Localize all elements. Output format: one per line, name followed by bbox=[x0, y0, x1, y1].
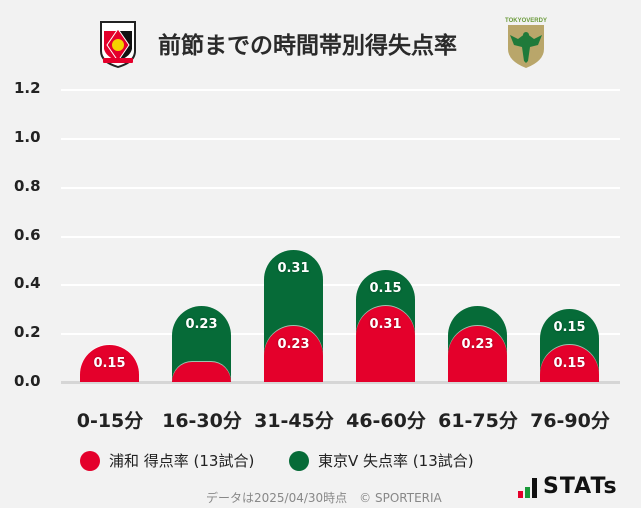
y-tick: 1.0 bbox=[14, 128, 41, 146]
tokyo-verdy-crest-icon: TOKYOVERDY bbox=[505, 18, 547, 68]
value-label: 0.15 bbox=[93, 356, 126, 372]
value-label: 0.15 bbox=[369, 280, 402, 296]
stats-logo: STATs bbox=[518, 476, 618, 498]
value-label: 0.23 bbox=[461, 336, 494, 352]
y-tick: 0.8 bbox=[14, 177, 41, 195]
svg-text:TOKYOVERDY: TOKYOVERDY bbox=[505, 18, 547, 24]
logo-bar-black-icon bbox=[532, 478, 537, 498]
legend-label: 浦和 得点率 (13試合) bbox=[109, 452, 255, 470]
bar-urawa-scored[interactable] bbox=[264, 325, 323, 382]
legend-dot-green-icon bbox=[289, 450, 309, 471]
value-label: 0.31 bbox=[277, 261, 310, 277]
y-tick: 0.0 bbox=[14, 372, 41, 390]
gridline bbox=[61, 333, 620, 335]
x-tick: 61-75分 bbox=[438, 410, 518, 432]
gridline bbox=[61, 138, 620, 140]
y-tick: 0.6 bbox=[14, 226, 41, 244]
legend-label: 東京V 失点率 (13試合) bbox=[318, 452, 474, 470]
bar-urawa-scored[interactable] bbox=[356, 306, 415, 382]
chart-header: 前節までの時間帯別得失点率 TOKYOVERDY bbox=[0, 0, 641, 78]
data-source-note: データは2025/04/30時点 © SPORTERIA bbox=[206, 491, 442, 505]
logo-bar-green-icon bbox=[525, 487, 530, 498]
y-tick: 0.4 bbox=[14, 274, 41, 292]
legend-dot-red-icon bbox=[80, 450, 100, 471]
chart-plot-area: 1.2 1.0 0.8 0.6 0.4 0.2 0.0 0.15 0.23 0.31… bbox=[14, 79, 620, 432]
legend-item-tokyo-v[interactable]: 東京V 失点率 (13試合) bbox=[289, 450, 474, 471]
gridline bbox=[61, 89, 620, 91]
x-tick: 31-45分 bbox=[254, 410, 334, 432]
value-label: 0.23 bbox=[185, 317, 218, 333]
bar-urawa-scored[interactable] bbox=[448, 325, 507, 382]
bar-urawa-scored[interactable] bbox=[172, 362, 231, 382]
value-label: 0.31 bbox=[369, 317, 402, 333]
y-tick: 1.2 bbox=[14, 79, 41, 97]
logo-bar-red-icon bbox=[518, 491, 523, 498]
stats-brand: STATs bbox=[543, 474, 618, 499]
value-label: 0.23 bbox=[277, 336, 310, 352]
chart-title: 前節までの時間帯別得失点率 bbox=[158, 33, 457, 59]
x-tick: 76-90分 bbox=[530, 410, 610, 432]
value-label: 0.15 bbox=[553, 356, 586, 372]
x-tick: 16-30分 bbox=[162, 410, 242, 432]
gridline bbox=[61, 187, 620, 189]
x-tick: 0-15分 bbox=[76, 410, 144, 432]
value-label: 0.15 bbox=[553, 319, 586, 335]
x-tick: 46-60分 bbox=[346, 410, 426, 432]
gridline bbox=[61, 284, 620, 286]
gridline bbox=[61, 236, 620, 238]
legend-item-urawa[interactable]: 浦和 得点率 (13試合) bbox=[80, 450, 254, 471]
urawa-crest-icon bbox=[100, 21, 136, 68]
x-axis-baseline bbox=[61, 381, 620, 384]
y-tick: 0.2 bbox=[14, 323, 41, 341]
